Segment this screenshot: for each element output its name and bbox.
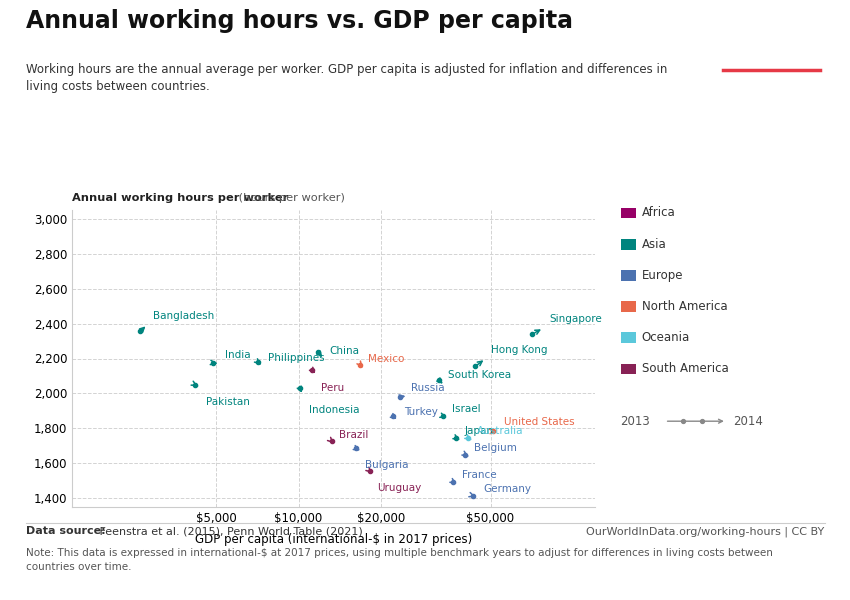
Text: South America: South America <box>642 362 728 376</box>
Text: France: France <box>462 470 496 480</box>
Text: 2013: 2013 <box>620 415 650 428</box>
Text: (hours per worker): (hours per worker) <box>235 193 345 203</box>
Text: United States: United States <box>504 416 575 427</box>
Text: 2014: 2014 <box>734 415 763 428</box>
Text: OurWorldInData.org/working-hours | CC BY: OurWorldInData.org/working-hours | CC BY <box>586 526 824 536</box>
Text: Brazil: Brazil <box>339 430 368 440</box>
Text: Europe: Europe <box>642 269 683 282</box>
Text: Turkey: Turkey <box>405 407 439 417</box>
Text: Singapore: Singapore <box>549 314 602 325</box>
Text: Oceania: Oceania <box>642 331 690 344</box>
Text: Bulgaria: Bulgaria <box>366 460 409 470</box>
Text: Annual working hours per worker: Annual working hours per worker <box>72 193 289 203</box>
Text: Philippines: Philippines <box>269 353 325 363</box>
Text: Hong Kong: Hong Kong <box>491 345 547 355</box>
Text: Belgium: Belgium <box>474 443 517 453</box>
Text: Asia: Asia <box>642 238 666 251</box>
Text: South Korea: South Korea <box>448 370 512 380</box>
Text: Working hours are the annual average per worker. GDP per capita is adjusted for : Working hours are the annual average per… <box>26 63 667 93</box>
Text: Russia: Russia <box>411 383 445 392</box>
Text: Feenstra et al. (2015), Penn World Table (2021): Feenstra et al. (2015), Penn World Table… <box>96 526 363 536</box>
Text: Indonesia: Indonesia <box>309 405 360 415</box>
Text: Africa: Africa <box>642 206 676 220</box>
Text: Mexico: Mexico <box>368 353 405 364</box>
Text: Annual working hours vs. GDP per capita: Annual working hours vs. GDP per capita <box>26 9 573 33</box>
Text: Bangladesh: Bangladesh <box>153 311 214 321</box>
Text: India: India <box>225 350 251 360</box>
Text: Note: This data is expressed in international-$ at 2017 prices, using multiple b: Note: This data is expressed in internat… <box>26 548 773 572</box>
Text: Germany: Germany <box>484 484 531 494</box>
Text: Australia: Australia <box>477 426 524 436</box>
Text: Our World: Our World <box>740 31 802 40</box>
Text: China: China <box>330 346 360 356</box>
X-axis label: GDP per capita (international-$ in 2017 prices): GDP per capita (international-$ in 2017 … <box>195 533 473 546</box>
Text: Peru: Peru <box>320 383 344 394</box>
Text: Uruguay: Uruguay <box>377 483 422 493</box>
Text: Israel: Israel <box>452 404 480 414</box>
Text: North America: North America <box>642 300 728 313</box>
Text: Pakistan: Pakistan <box>206 397 250 407</box>
Text: in Data: in Data <box>750 50 793 60</box>
Text: Japan: Japan <box>465 426 494 436</box>
Text: Data source:: Data source: <box>26 526 105 536</box>
